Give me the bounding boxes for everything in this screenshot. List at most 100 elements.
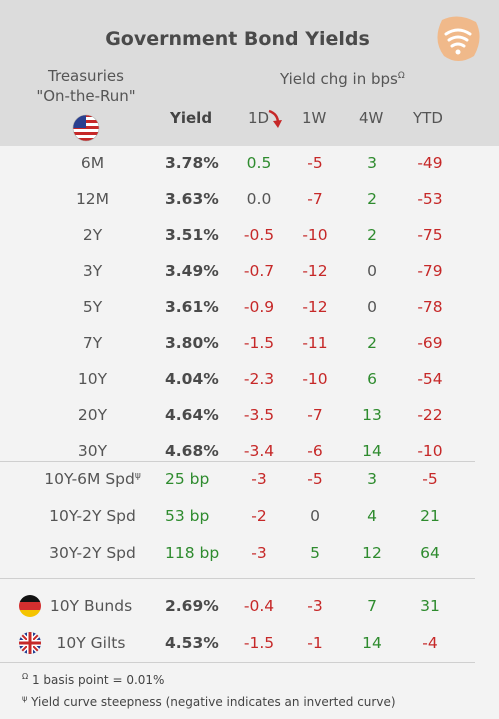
change-4w: 3 xyxy=(367,470,377,488)
change-ytd: -5 xyxy=(422,470,438,488)
row-label: 10Y-6M Spdψ xyxy=(44,470,141,488)
table-row: 3Y 3.49% -0.7 -12 0 -79 xyxy=(0,254,499,290)
table-row: 30Y 4.68% -3.4 -6 14 -10 xyxy=(0,434,499,470)
footnote-steepness: ψ Yield curve steepness (negative indica… xyxy=(22,694,396,709)
table-row: 5Y 3.61% -0.9 -12 0 -78 xyxy=(0,290,499,326)
row-label: 30Y xyxy=(77,442,108,460)
row-label: 20Y xyxy=(77,406,108,424)
table-row: 10Y Gilts 4.53% -1.5 -1 14 -4 xyxy=(0,626,499,662)
yield-value: 2.69% xyxy=(165,597,219,615)
change-1d: -0.9 xyxy=(243,298,275,316)
change-1d: -2.3 xyxy=(243,370,275,388)
change-1w: 0 xyxy=(310,507,320,525)
change-1d: -3 xyxy=(251,544,267,562)
change-1w: -1 xyxy=(307,634,323,652)
row-label: 10Y Gilts xyxy=(56,634,126,652)
col-yield: Yield xyxy=(170,109,213,127)
change-1w: -7 xyxy=(307,190,323,208)
table-row: 10Y Bunds 2.69% -0.4 -3 7 31 xyxy=(0,589,499,625)
divider xyxy=(0,578,475,579)
table-row: 12M 3.63% 0.0 -7 2 -53 xyxy=(0,182,499,218)
col-ytd[interactable]: YTD xyxy=(413,109,443,127)
change-ytd: -22 xyxy=(417,406,443,424)
treasuries-label: Treasuries "On-the-Run" xyxy=(18,66,154,106)
change-1d: -3.4 xyxy=(243,442,275,460)
sort-down-arrow-icon[interactable] xyxy=(266,108,284,130)
yield-value: 53 bp xyxy=(165,507,210,525)
table-row: 10Y 4.04% -2.3 -10 6 -54 xyxy=(0,362,499,398)
change-4w: 0 xyxy=(367,262,377,280)
change-ytd: 31 xyxy=(420,597,440,615)
change-ytd: 64 xyxy=(420,544,440,562)
table-row: 2Y 3.51% -0.5 -10 2 -75 xyxy=(0,218,499,254)
table-header: Government Bond Yields Treasuries "On-th… xyxy=(0,0,499,146)
footnote-basis-point: Ω 1 basis point = 0.01% xyxy=(22,672,165,687)
row-label: 6M xyxy=(80,154,105,172)
table-row: 6M 3.78% 0.5 -5 3 -49 xyxy=(0,146,499,182)
row-label: 3Y xyxy=(82,262,103,280)
row-label: 30Y-2Y Spd xyxy=(49,544,136,562)
treasuries-line2: "On-the-Run" xyxy=(36,87,136,105)
col-1w[interactable]: 1W xyxy=(302,109,327,127)
yield-value: 4.64% xyxy=(165,406,219,424)
change-1d: -0.7 xyxy=(243,262,275,280)
col-4w[interactable]: 4W xyxy=(359,109,384,127)
change-ytd: -10 xyxy=(417,442,443,460)
table-row: 10Y-2Y Spd 53 bp -2 0 4 21 xyxy=(0,499,499,535)
divider xyxy=(0,662,475,663)
yield-value: 3.51% xyxy=(165,226,219,244)
change-1w: 5 xyxy=(310,544,320,562)
change-4w: 4 xyxy=(367,507,377,525)
change-1d: 0.5 xyxy=(246,154,272,172)
change-4w: 13 xyxy=(362,406,382,424)
change-1d: -1.5 xyxy=(243,334,275,352)
change-ytd: -75 xyxy=(417,226,443,244)
row-label: 2Y xyxy=(82,226,103,244)
change-1w: -5 xyxy=(307,470,323,488)
change-1w: -7 xyxy=(307,406,323,424)
row-label: 10Y-2Y Spd xyxy=(49,507,136,525)
change-4w: 6 xyxy=(367,370,377,388)
yield-value: 25 bp xyxy=(165,470,210,488)
change-ytd: -49 xyxy=(417,154,443,172)
page-title: Government Bond Yields xyxy=(105,28,370,50)
change-1w: -12 xyxy=(302,298,328,316)
change-1d: -2 xyxy=(251,507,267,525)
divider xyxy=(0,461,475,462)
yield-value: 3.61% xyxy=(165,298,219,316)
wifi-logo-icon xyxy=(437,16,480,62)
change-1d: -0.5 xyxy=(243,226,275,244)
change-4w: 2 xyxy=(367,334,377,352)
change-ytd: -78 xyxy=(417,298,443,316)
change-ytd: -4 xyxy=(422,634,438,652)
change-4w: 14 xyxy=(362,442,382,460)
change-ytd: -53 xyxy=(417,190,443,208)
change-1w: -12 xyxy=(302,262,328,280)
table-row: 30Y-2Y Spd 118 bp -3 5 12 64 xyxy=(0,536,499,572)
row-label: 7Y xyxy=(82,334,103,352)
change-4w: 12 xyxy=(362,544,382,562)
yield-value: 3.63% xyxy=(165,190,219,208)
change-1d: 0.0 xyxy=(246,190,272,208)
table-row: 10Y-6M Spdψ 25 bp -3 -5 3 -5 xyxy=(0,462,499,498)
change-1w: -3 xyxy=(307,597,323,615)
yield-value: 4.04% xyxy=(165,370,219,388)
change-1w: -6 xyxy=(307,442,323,460)
change-ytd: -54 xyxy=(417,370,443,388)
change-1d: -3 xyxy=(251,470,267,488)
row-label: 10Y Bunds xyxy=(49,597,133,615)
change-ytd: 21 xyxy=(420,507,440,525)
change-ytd: -79 xyxy=(417,262,443,280)
change-4w: 0 xyxy=(367,298,377,316)
yield-value: 4.68% xyxy=(165,442,219,460)
row-label: 12M xyxy=(75,190,110,208)
change-1w: -11 xyxy=(302,334,328,352)
col-1d[interactable]: 1D xyxy=(248,109,270,127)
change-4w: 7 xyxy=(367,597,377,615)
yield-change-title: Yield chg in bpsΩ xyxy=(280,70,405,88)
yield-value: 118 bp xyxy=(165,544,220,562)
change-4w: 14 xyxy=(362,634,382,652)
change-1w: -10 xyxy=(302,370,328,388)
table-row: 7Y 3.80% -1.5 -11 2 -69 xyxy=(0,326,499,362)
change-1d: -3.5 xyxy=(243,406,275,424)
